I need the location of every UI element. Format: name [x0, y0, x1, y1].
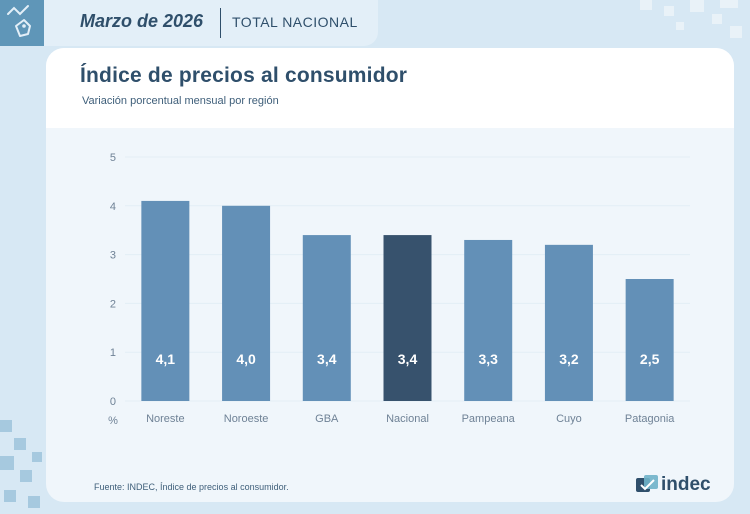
chart-card-header [46, 48, 734, 128]
y-axis-label: % [108, 415, 118, 427]
bar [625, 279, 674, 401]
chart-title: Índice de precios al consumidor [80, 64, 408, 87]
bar-value-label: 3,3 [478, 351, 498, 367]
logo-corner [0, 0, 44, 46]
y-tick-label: 2 [110, 298, 116, 310]
chart-subtitle: Variación porcentual mensual por región [82, 95, 279, 107]
brand-name: indec [661, 474, 711, 495]
header-divider [220, 8, 221, 38]
tag-icon [7, 5, 31, 37]
x-tick-label: Cuyo [556, 413, 582, 425]
source-note: Fuente: INDEC, Índice de precios al cons… [94, 482, 289, 492]
bar [464, 239, 513, 401]
bar [302, 235, 351, 401]
bar-value-label: 4,1 [156, 351, 176, 367]
bar-value-label: 2,5 [640, 351, 660, 367]
bar-value-label: 3,4 [317, 351, 337, 367]
y-tick-label: 1 [110, 347, 116, 359]
x-tick-label: Noroeste [224, 413, 269, 425]
bar [383, 235, 432, 401]
bar [222, 205, 271, 401]
x-tick-label: Noreste [146, 413, 185, 425]
report-scope: TOTAL NACIONAL [232, 14, 358, 30]
y-tick-label: 5 [110, 152, 116, 164]
bar-value-label: 4,0 [236, 351, 256, 367]
bar-value-label: 3,2 [559, 351, 579, 367]
y-tick-label: 3 [110, 250, 116, 262]
x-tick-label: Patagonia [625, 413, 675, 425]
header-bar [0, 0, 378, 46]
brand-logo: indec [636, 474, 711, 496]
x-tick-label: Pampeana [462, 413, 516, 425]
x-tick-label: GBA [315, 413, 339, 425]
x-tick-label: Nacional [386, 413, 429, 425]
y-tick-label: 4 [110, 201, 116, 213]
report-period: Marzo de 2026 [80, 11, 204, 31]
bar [544, 244, 593, 401]
indec-logo-icon [636, 475, 658, 492]
bar [141, 200, 190, 401]
bar-value-label: 3,4 [398, 351, 418, 367]
y-tick-label: 0 [110, 396, 116, 408]
